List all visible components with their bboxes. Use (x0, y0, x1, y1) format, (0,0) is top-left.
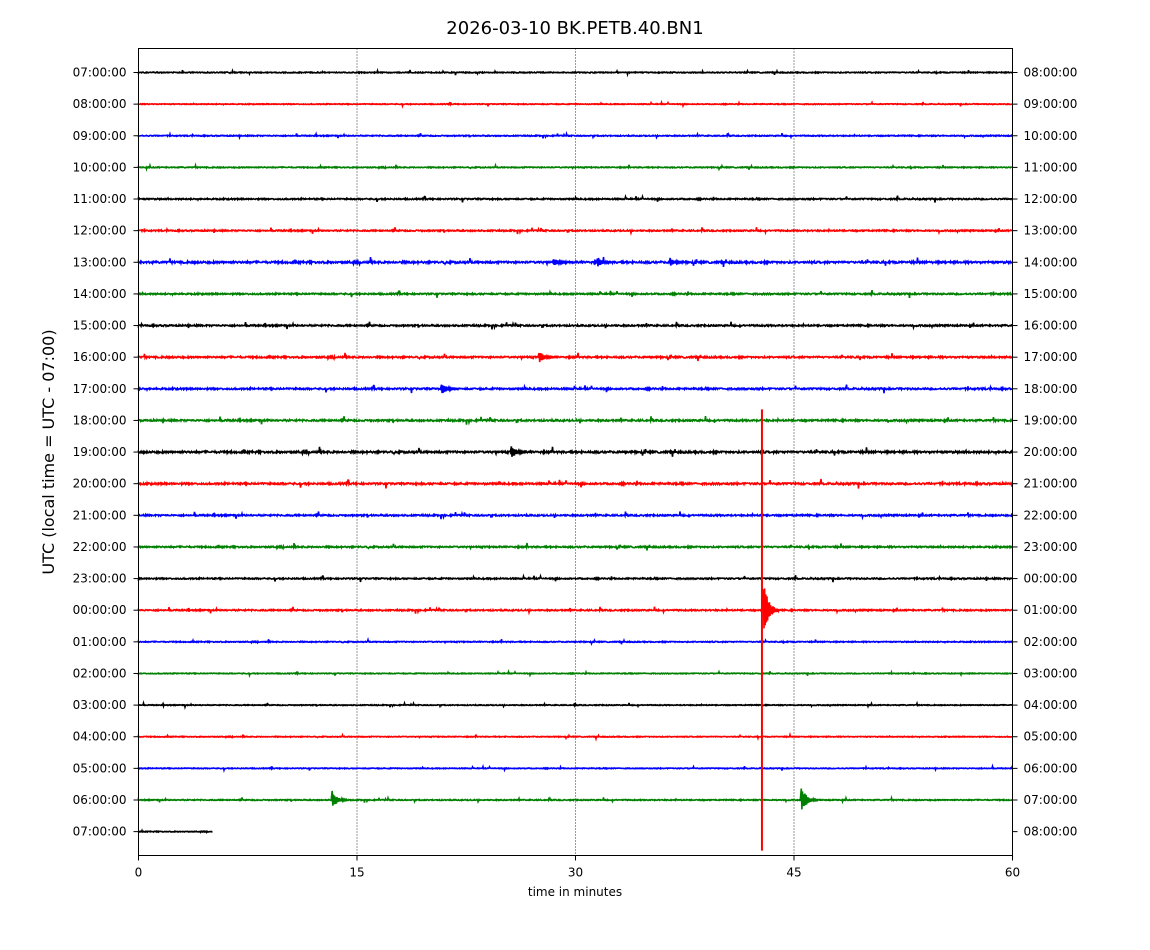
left-time-label: 19:00:00 (73, 445, 127, 459)
event-mark-5 (537, 352, 556, 363)
right-time-label: 15:00:00 (1024, 287, 1078, 301)
event-marks (330, 257, 818, 851)
left-time-label: 14:00:00 (73, 287, 127, 301)
left-time-labels: 07:00:00 08:00:00 09:00:00 10:00:00 11:00:00… (73, 66, 139, 839)
left-time-label: 05:00:00 (73, 761, 127, 775)
x-tick-label: 0 (135, 866, 143, 880)
left-time-label: 11:00:00 (73, 192, 127, 206)
vertical-gridlines (356, 48, 795, 856)
right-time-label: 21:00:00 (1024, 477, 1078, 491)
right-time-label: 03:00:00 (1024, 666, 1078, 680)
trace-row-8 (137, 320, 1014, 331)
right-time-label: 17:00:00 (1024, 350, 1078, 364)
trace-row-15 (137, 542, 1013, 551)
x-tick-label: 60 (1005, 866, 1020, 880)
trace-row-18 (137, 636, 1014, 647)
trace-row-1 (137, 99, 1013, 109)
x-axis-ticks: 0 15 30 45 60 (135, 855, 1020, 880)
left-time-label: 00:00:00 (73, 603, 127, 617)
right-time-label: 13:00:00 (1024, 224, 1078, 238)
left-time-label: 13:00:00 (73, 255, 127, 269)
event-mark-7 (551, 258, 570, 267)
left-time-label: 16:00:00 (73, 350, 127, 364)
right-time-label: 16:00:00 (1024, 319, 1078, 333)
right-time-label: 14:00:00 (1024, 255, 1078, 269)
left-time-label: 04:00:00 (73, 730, 127, 744)
right-time-label: 08:00:00 (1024, 825, 1078, 839)
left-time-label: 17:00:00 (73, 382, 127, 396)
trace-row-4 (137, 193, 1013, 203)
y-axis-label: UTC (local time = UTC - 07:00) (39, 329, 58, 574)
right-time-label: 00:00:00 (1024, 572, 1078, 586)
left-time-label: 22:00:00 (73, 540, 127, 554)
chart-title: 2026-03-10 BK.PETB.40.BN1 (446, 18, 703, 39)
trace-row-3 (137, 162, 1013, 172)
right-time-label: 01:00:00 (1024, 603, 1078, 617)
right-time-label: 08:00:00 (1024, 66, 1078, 80)
left-time-label: 03:00:00 (73, 698, 127, 712)
trace-row-20 (137, 700, 1013, 711)
trace-row-6 (137, 256, 1014, 268)
left-time-label: 02:00:00 (73, 666, 127, 680)
trace-row-9 (137, 352, 1013, 362)
x-tick-label: 15 (349, 866, 364, 880)
right-time-label: 07:00:00 (1024, 793, 1078, 807)
left-time-label: 12:00:00 (73, 224, 127, 238)
event-mark-9 (668, 257, 687, 266)
right-time-label: 04:00:00 (1024, 698, 1078, 712)
right-time-labels: 08:00:00 09:00:00 10:00:00 11:00:00 12:00:00… (1012, 66, 1078, 839)
trace-row-16 (137, 573, 1013, 583)
right-time-label: 12:00:00 (1024, 192, 1078, 206)
right-time-label: 09:00:00 (1024, 97, 1078, 111)
left-time-label: 23:00:00 (73, 572, 127, 586)
event-mark-2 (330, 790, 349, 806)
trace-row-23 (137, 794, 1013, 805)
left-time-label: 01:00:00 (73, 635, 127, 649)
left-time-label: 07:00:00 (73, 825, 127, 839)
left-time-label: 06:00:00 (73, 793, 127, 807)
trace-row-19 (137, 669, 1014, 679)
trace-row-5 (137, 226, 1013, 236)
x-axis-label: time in minutes (528, 885, 622, 899)
trace-row-0 (137, 67, 1013, 78)
left-time-label: 20:00:00 (73, 477, 127, 491)
left-time-label: 07:00:00 (73, 66, 127, 80)
event-mark-6 (439, 384, 458, 394)
trace-row-11 (137, 416, 1014, 426)
trace-row-12 (137, 446, 1013, 457)
event-mark-1 (761, 588, 780, 629)
right-time-label: 19:00:00 (1024, 413, 1078, 427)
right-time-label: 11:00:00 (1024, 160, 1078, 174)
trace-row-14 (137, 510, 1014, 521)
event-mark-4 (509, 446, 528, 457)
seismic-traces (137, 67, 1014, 834)
trace-row-22 (137, 763, 1014, 774)
left-time-label: 08:00:00 (73, 97, 127, 111)
trace-row-13 (137, 478, 1014, 489)
left-time-label: 18:00:00 (73, 413, 127, 427)
trace-row-17 (137, 606, 1013, 616)
trace-row-24 (137, 828, 213, 834)
left-time-label: 10:00:00 (73, 160, 127, 174)
trace-row-2 (137, 130, 1014, 141)
right-time-label: 02:00:00 (1024, 635, 1078, 649)
right-time-label: 05:00:00 (1024, 730, 1078, 744)
event-mark-3 (799, 788, 818, 810)
x-tick-label: 45 (786, 866, 801, 880)
right-time-label: 18:00:00 (1024, 382, 1078, 396)
left-time-label: 21:00:00 (73, 508, 127, 522)
right-time-label: 10:00:00 (1024, 129, 1078, 143)
left-time-label: 09:00:00 (73, 129, 127, 143)
right-time-label: 20:00:00 (1024, 445, 1078, 459)
event-mark-8 (595, 257, 614, 267)
right-time-label: 06:00:00 (1024, 761, 1078, 775)
trace-row-10 (137, 383, 1014, 394)
trace-row-7 (137, 289, 1013, 299)
trace-row-21 (137, 731, 1014, 742)
right-time-label: 23:00:00 (1024, 540, 1078, 554)
x-tick-label: 30 (568, 866, 583, 880)
left-time-label: 15:00:00 (73, 319, 127, 333)
right-time-label: 22:00:00 (1024, 508, 1078, 522)
